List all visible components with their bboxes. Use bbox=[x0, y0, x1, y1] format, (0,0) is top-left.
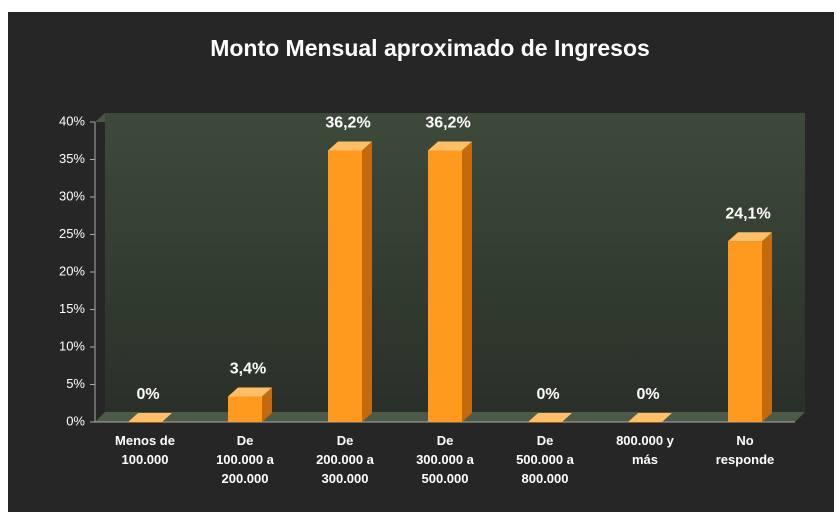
bar bbox=[428, 150, 462, 422]
data-label: 36,2% bbox=[325, 115, 370, 132]
bar-top bbox=[528, 413, 572, 422]
bar bbox=[228, 396, 262, 422]
x-tick-label: Menos de 100.000 bbox=[115, 433, 175, 467]
bar-top bbox=[728, 232, 772, 242]
y-tick-label: 10% bbox=[59, 338, 85, 353]
data-label: 36,2% bbox=[425, 115, 470, 132]
bar bbox=[328, 150, 362, 422]
bar-side bbox=[362, 141, 372, 422]
x-tick-label: De 500.000 a 800.000 bbox=[516, 433, 575, 486]
y-tick-label: 0% bbox=[66, 413, 85, 428]
x-tick-label: 800.000 y más bbox=[616, 433, 675, 467]
data-label: 0% bbox=[136, 386, 159, 403]
y-tick-label: 30% bbox=[59, 188, 85, 203]
data-label: 0% bbox=[636, 386, 659, 403]
y-tick-label: 20% bbox=[59, 263, 85, 278]
data-label: 3,4% bbox=[230, 361, 266, 378]
x-tick-label: De 300.000 a 500.000 bbox=[416, 433, 475, 486]
bar bbox=[628, 422, 662, 423]
data-label: 24,1% bbox=[725, 205, 770, 222]
y-tick-label: 35% bbox=[59, 151, 85, 166]
bar-top bbox=[328, 141, 372, 151]
y-tick-label: 25% bbox=[59, 226, 85, 241]
bar-top bbox=[128, 413, 172, 422]
x-tick-label: De 200.000 a 300.000 bbox=[316, 433, 375, 486]
bar bbox=[528, 422, 562, 423]
y-tick-label: 40% bbox=[59, 113, 85, 128]
bar-top bbox=[228, 387, 272, 397]
x-tick-label: No responde bbox=[716, 433, 775, 467]
y-tick-label: 15% bbox=[59, 301, 85, 316]
bar-top bbox=[628, 413, 672, 422]
y-tick-label: 5% bbox=[66, 376, 85, 391]
chart-title: Monto Mensual aproximado de Ingresos bbox=[210, 35, 650, 61]
bar bbox=[128, 422, 162, 423]
bar-top bbox=[428, 141, 472, 151]
bar-side bbox=[262, 387, 272, 422]
data-label: 0% bbox=[536, 386, 559, 403]
x-tick-label: De 100.000 a 200.000 bbox=[216, 433, 275, 486]
bar bbox=[728, 241, 762, 422]
bar-side bbox=[762, 232, 772, 422]
bar-side bbox=[462, 141, 472, 422]
